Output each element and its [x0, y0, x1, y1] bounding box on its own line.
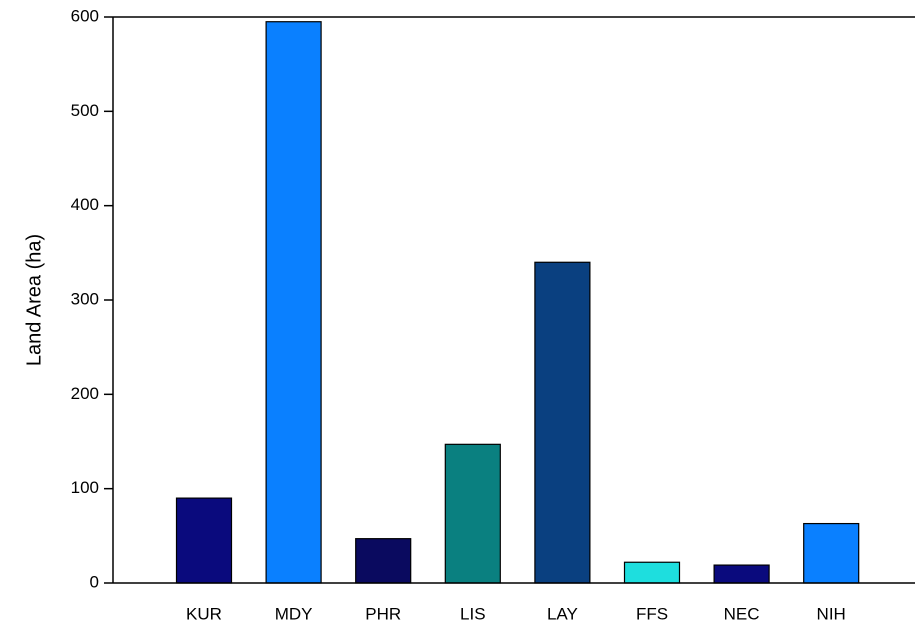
- x-tick-label: NIH: [817, 604, 846, 623]
- bar: [534, 261, 591, 584]
- bar: [355, 538, 412, 584]
- x-tick-label: LIS: [460, 604, 486, 623]
- x-tick-label: PHR: [365, 604, 401, 623]
- y-tick-label: 200: [71, 384, 99, 403]
- x-tick-label: KUR: [186, 604, 222, 623]
- bar: [803, 522, 860, 584]
- y-tick-label: 100: [71, 478, 99, 497]
- y-tick-label: 500: [71, 101, 99, 120]
- x-tick-label: MDY: [275, 604, 313, 623]
- y-axis-label: Land Area (ha): [23, 234, 45, 366]
- bar: [175, 497, 233, 584]
- x-tick-label: FFS: [636, 604, 668, 623]
- x-tick-label: LAY: [547, 604, 578, 623]
- y-tick-label: 300: [71, 289, 99, 308]
- y-tick-label: 0: [90, 572, 99, 591]
- bar: [444, 443, 501, 584]
- y-tick-label: 600: [71, 6, 99, 25]
- y-tick-label: 400: [71, 195, 99, 214]
- bar: [265, 21, 322, 584]
- bar: [623, 561, 681, 584]
- x-tick-label: NEC: [724, 604, 760, 623]
- bar: [713, 564, 770, 584]
